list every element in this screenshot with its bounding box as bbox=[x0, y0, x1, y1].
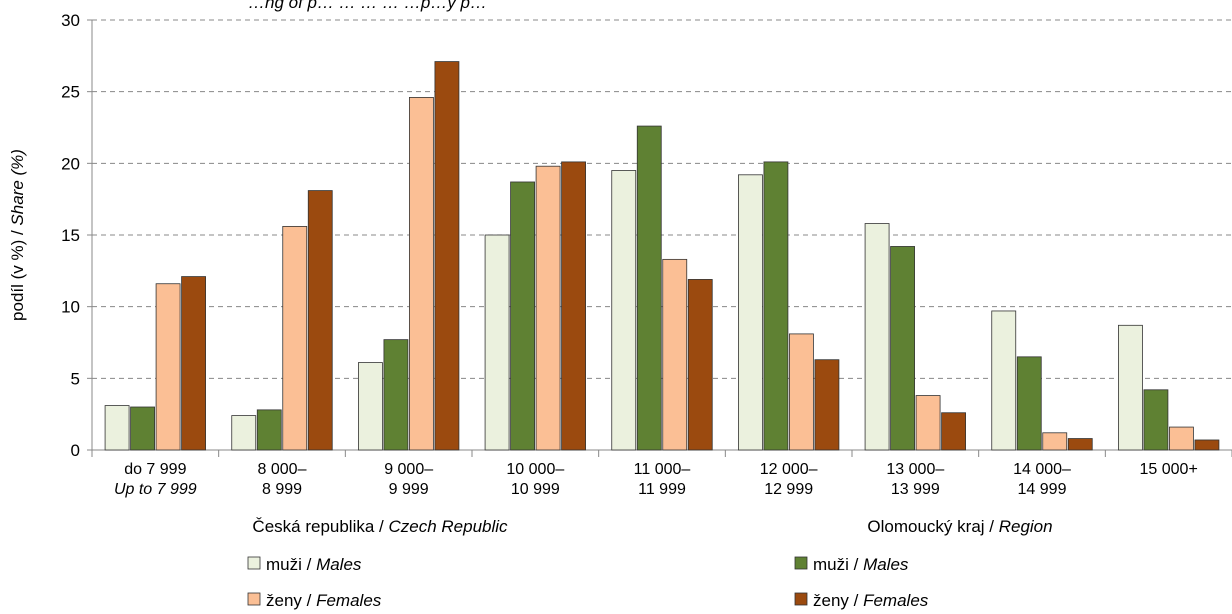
y-axis-title-part: Share (%) bbox=[8, 149, 27, 226]
bar-region_males bbox=[763, 161, 789, 451]
legend-swatch-region_males bbox=[794, 556, 808, 570]
bar-region_males bbox=[890, 246, 915, 451]
legend-label-region_females-part: Females bbox=[863, 591, 929, 610]
y-tick-label: 5 bbox=[71, 369, 80, 388]
legend-label-region_females: ženy / Females bbox=[813, 591, 929, 610]
bar-region_males bbox=[256, 409, 282, 451]
bar-region_males bbox=[130, 406, 155, 451]
x-tick-label: 8 000– bbox=[258, 461, 307, 478]
y-tick-label: 10 bbox=[61, 298, 80, 317]
legend-swatch-cz_females bbox=[247, 592, 261, 606]
x-tick-label: 13 000– bbox=[886, 461, 944, 478]
bar-cz_males bbox=[358, 362, 383, 451]
x-tick-label-line2: 10 999 bbox=[511, 481, 560, 498]
bar-region_males bbox=[510, 181, 535, 451]
x-tick-label: 11 000– bbox=[634, 461, 691, 478]
x-tick-label: 9 000– bbox=[384, 461, 433, 478]
x-tick-label-line2: 8 999 bbox=[262, 481, 302, 498]
legend-label-region_males-part: muži / bbox=[813, 555, 863, 574]
group-label-region: Olomoucký kraj / Region bbox=[867, 517, 1052, 536]
bar-cz_females bbox=[535, 165, 561, 451]
bar-cz_females bbox=[282, 225, 308, 451]
x-tick-label-line2: 14 999 bbox=[1018, 481, 1067, 498]
y-tick-label: 25 bbox=[61, 83, 80, 102]
bar-region_females bbox=[561, 161, 586, 451]
legend-swatch-region_females bbox=[794, 592, 808, 606]
legend-label-region_males: muži / Males bbox=[813, 555, 909, 574]
group-label-czech-part: Česká republika / bbox=[252, 517, 388, 536]
group-label-czech: Česká republika / Czech Republic bbox=[252, 517, 508, 536]
bar-region_females bbox=[1194, 439, 1220, 451]
y-axis-title-part: podíl (v %) / bbox=[8, 226, 27, 321]
bar-cz_females bbox=[1042, 432, 1068, 451]
bar-cz_females bbox=[662, 258, 688, 451]
x-tick-label: 15 000+ bbox=[1140, 461, 1198, 478]
bar-cz_females bbox=[915, 395, 941, 451]
x-tick-label-line2: Up to 7 999 bbox=[114, 481, 197, 498]
legend-label-cz_females: ženy / Females bbox=[266, 591, 382, 610]
bar-region_females bbox=[814, 359, 840, 451]
bar-region_females bbox=[307, 190, 333, 451]
bar-cz_males bbox=[991, 310, 1017, 451]
bar-cz_males bbox=[1118, 324, 1143, 451]
x-tick-label-line2: 12 999 bbox=[764, 481, 813, 498]
bar-region_males bbox=[1016, 356, 1042, 451]
bar-region_females bbox=[941, 412, 966, 451]
bar-region_females bbox=[1067, 438, 1093, 451]
bar-region_females bbox=[434, 61, 460, 451]
x-tick-label: 12 000– bbox=[760, 461, 818, 478]
x-tick-label-line2: 13 999 bbox=[891, 481, 940, 498]
bar-region_males bbox=[383, 339, 409, 451]
legend-label-cz_females-part: ženy / bbox=[266, 591, 316, 610]
bar-cz_males bbox=[611, 170, 637, 451]
bar-cz_males bbox=[864, 223, 890, 451]
chart-title-part: …ng of p… … … … …p…y p… bbox=[248, 0, 487, 12]
bar-region_males bbox=[636, 125, 662, 451]
bar-region_males bbox=[1143, 389, 1169, 451]
legend-label-cz_males-part: Males bbox=[316, 555, 362, 574]
y-tick-label: 20 bbox=[61, 154, 80, 173]
legend-label-cz_females-part: Females bbox=[316, 591, 382, 610]
bar-cz_females bbox=[409, 97, 434, 451]
bar-region_females bbox=[181, 276, 206, 451]
legend-label-cz_males-part: muži / bbox=[266, 555, 316, 574]
group-label-region-part: Olomoucký kraj / bbox=[867, 517, 998, 536]
bar-cz_males bbox=[104, 405, 130, 451]
bar-cz_females bbox=[155, 283, 181, 451]
x-tick-label: do 7 999 bbox=[124, 461, 186, 478]
x-tick-label: 14 000– bbox=[1013, 461, 1071, 478]
bar-cz_males bbox=[738, 174, 763, 451]
y-axis-title: podíl (v %) / Share (%) bbox=[8, 149, 27, 321]
x-tick-label: 10 000– bbox=[506, 461, 564, 478]
y-tick-label: 15 bbox=[61, 226, 80, 245]
bar-cz_females bbox=[1169, 426, 1194, 451]
y-tick-label: 0 bbox=[71, 441, 80, 460]
x-tick-label-line2: 11 999 bbox=[638, 481, 686, 498]
legend-label-region_males-part: Males bbox=[863, 555, 909, 574]
bar-region_females bbox=[687, 279, 713, 451]
group-label-region-part: Region bbox=[999, 517, 1053, 536]
bar-cz_males bbox=[484, 234, 510, 451]
bar-cz_females bbox=[789, 333, 814, 451]
chart-title: …ng of p… … … … …p…y p… bbox=[248, 0, 487, 12]
legend-label-region_females-part: ženy / bbox=[813, 591, 863, 610]
legend-swatch-cz_males bbox=[247, 556, 261, 570]
group-label-czech-part: Czech Republic bbox=[389, 517, 509, 536]
y-tick-label: 30 bbox=[61, 11, 80, 30]
x-tick-label-line2: 9 999 bbox=[389, 481, 429, 498]
bar-cz_males bbox=[231, 415, 257, 451]
legend-label-cz_males: muži / Males bbox=[266, 555, 362, 574]
